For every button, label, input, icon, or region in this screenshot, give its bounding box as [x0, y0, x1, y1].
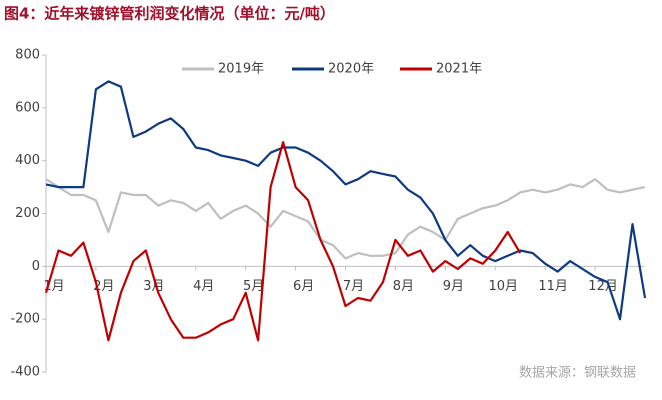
source: 数据来源：钢联数据 [519, 366, 636, 381]
x-tick-label: 7月 [343, 279, 364, 294]
chart-title: 图4：近年来镀锌管利润变化情况（单位：元/吨） [4, 5, 335, 23]
y-tick-label: 400 [15, 153, 40, 168]
legend-label: 2019年 [218, 62, 264, 77]
y-tick-label: -400 [10, 365, 40, 380]
x-tick-label: 9月 [443, 279, 464, 294]
legend-label: 2021年 [436, 62, 482, 77]
x-tick-label: 6月 [293, 279, 314, 294]
y-tick-label: 200 [15, 206, 40, 221]
y-tick-label: 600 [15, 100, 40, 115]
series-line [45, 178, 646, 260]
x-tick-label: 5月 [243, 279, 264, 294]
series-line [44, 141, 522, 342]
y-tick-label: -200 [10, 312, 40, 327]
x-tick-label: 11月 [538, 279, 568, 294]
x-tick-label: 4月 [193, 279, 214, 294]
series-line [45, 80, 647, 321]
x-tick-label: 3月 [143, 279, 164, 294]
x-tick-label: 8月 [393, 279, 414, 294]
x-tick-label: 10月 [488, 279, 518, 294]
legend-label: 2020年 [328, 62, 374, 77]
y-tick-label: 0 [32, 259, 40, 274]
y-tick-label: 800 [15, 48, 40, 63]
